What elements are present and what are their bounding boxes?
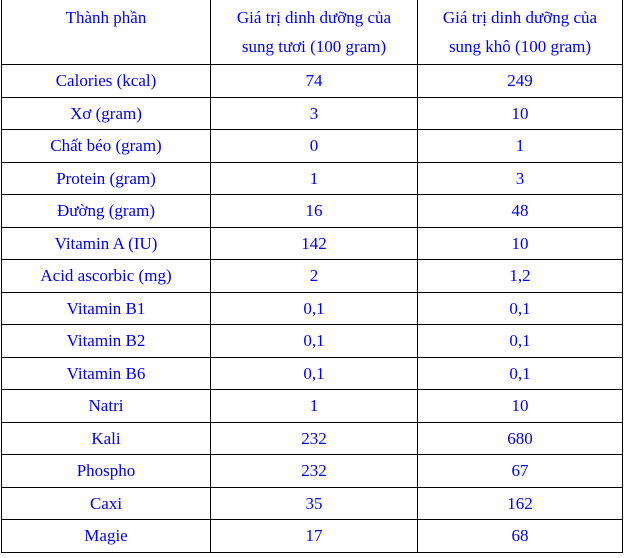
header-dried-label-line2: sung khô (100 gram) [448,37,592,56]
dry-value-cell: 10 [417,389,623,423]
dry-value-cell: 3 [417,161,623,195]
table-row: Đường (gram) 16 48 [1,194,623,228]
fresh-value-cell: 0,1 [210,291,418,325]
dry-value-cell: 0,1 [417,291,623,325]
table-row: Protein (gram) 1 3 [1,161,623,195]
fresh-value-cell: 3 [210,96,418,130]
table-row: Xơ (gram) 3 10 [1,96,623,130]
table-row: Phospho 232 67 [1,454,623,488]
nutrient-name-cell: Chất béo (gram) [1,129,211,163]
dry-value-cell: 1,2 [417,259,623,293]
fresh-value-cell: 2 [210,259,418,293]
header-row: Thành phần Giá trị dinh dưỡng của sung t… [1,0,623,65]
fresh-value-cell: 0,1 [210,356,418,390]
table-row: Magie 17 68 [1,519,623,553]
header-fresh-label-line1: Giá trị dinh dưỡng của [236,8,392,27]
dry-value-cell: 48 [417,194,623,228]
nutrient-name-cell: Kali [1,421,211,455]
table-body: Calories (kcal) 74 249 Xơ (gram) 3 10 Chất béo… [1,64,623,553]
fresh-value-cell: 0 [210,129,418,163]
nutrient-name-cell: Calories (kcal) [1,64,211,98]
table-row: Caxi 35 162 [1,486,623,520]
header-cell-fresh-figs: Giá trị dinh dưỡng của sung tươi (100 gr… [210,0,418,65]
dry-value-cell: 1 [417,129,623,163]
nutrient-name-cell: Protein (gram) [1,161,211,195]
fresh-value-cell: 142 [210,226,418,260]
nutrient-name-cell: Đường (gram) [1,194,211,228]
table-row: Kali 232 680 [1,421,623,455]
table-row: Vitamin B6 0,1 0,1 [1,356,623,390]
fresh-value-cell: 1 [210,389,418,423]
fresh-value-cell: 74 [210,64,418,98]
fresh-value-cell: 0,1 [210,324,418,358]
table-row: Chất béo (gram) 0 1 [1,129,623,163]
table-row: Calories (kcal) 74 249 [1,64,623,98]
table-row: Natri 1 10 [1,389,623,423]
header-cell-dried-figs: Giá trị dinh dưỡng của sung khô (100 gra… [417,0,623,65]
nutrient-name-cell: Vitamin B6 [1,356,211,390]
nutrient-name-cell: Magie [1,519,211,553]
fresh-value-cell: 17 [210,519,418,553]
fresh-value-cell: 1 [210,161,418,195]
dry-value-cell: 68 [417,519,623,553]
header-cell-component: Thành phần [1,0,211,65]
nutrient-name-cell: Vitamin B1 [1,291,211,325]
table-row: Vitamin A (IU) 142 10 [1,226,623,260]
nutrient-name-cell: Phospho [1,454,211,488]
nutrient-name-cell: Natri [1,389,211,423]
header-fresh-label-line2: sung tươi (100 gram) [241,37,387,56]
header-component-label: Thành phần [65,8,147,27]
fresh-value-cell: 232 [210,421,418,455]
table-row: Vitamin B1 0,1 0,1 [1,291,623,325]
header-dried-label-line1: Giá trị dinh dưỡng của [442,8,598,27]
nutrient-name-cell: Xơ (gram) [1,96,211,130]
nutrient-name-cell: Vitamin B2 [1,324,211,358]
nutrient-name-cell: Caxi [1,486,211,520]
dry-value-cell: 680 [417,421,623,455]
fresh-value-cell: 35 [210,486,418,520]
table-header: Thành phần Giá trị dinh dưỡng của sung t… [1,0,623,65]
dry-value-cell: 0,1 [417,324,623,358]
nutrient-name-cell: Vitamin A (IU) [1,226,211,260]
dry-value-cell: 10 [417,226,623,260]
fresh-value-cell: 16 [210,194,418,228]
dry-value-cell: 10 [417,96,623,130]
dry-value-cell: 249 [417,64,623,98]
dry-value-cell: 67 [417,454,623,488]
nutrient-name-cell: Acid ascorbic (mg) [1,259,211,293]
fresh-value-cell: 232 [210,454,418,488]
dry-value-cell: 0,1 [417,356,623,390]
table-row: Acid ascorbic (mg) 2 1,2 [1,259,623,293]
table-row: Vitamin B2 0,1 0,1 [1,324,623,358]
dry-value-cell: 162 [417,486,623,520]
